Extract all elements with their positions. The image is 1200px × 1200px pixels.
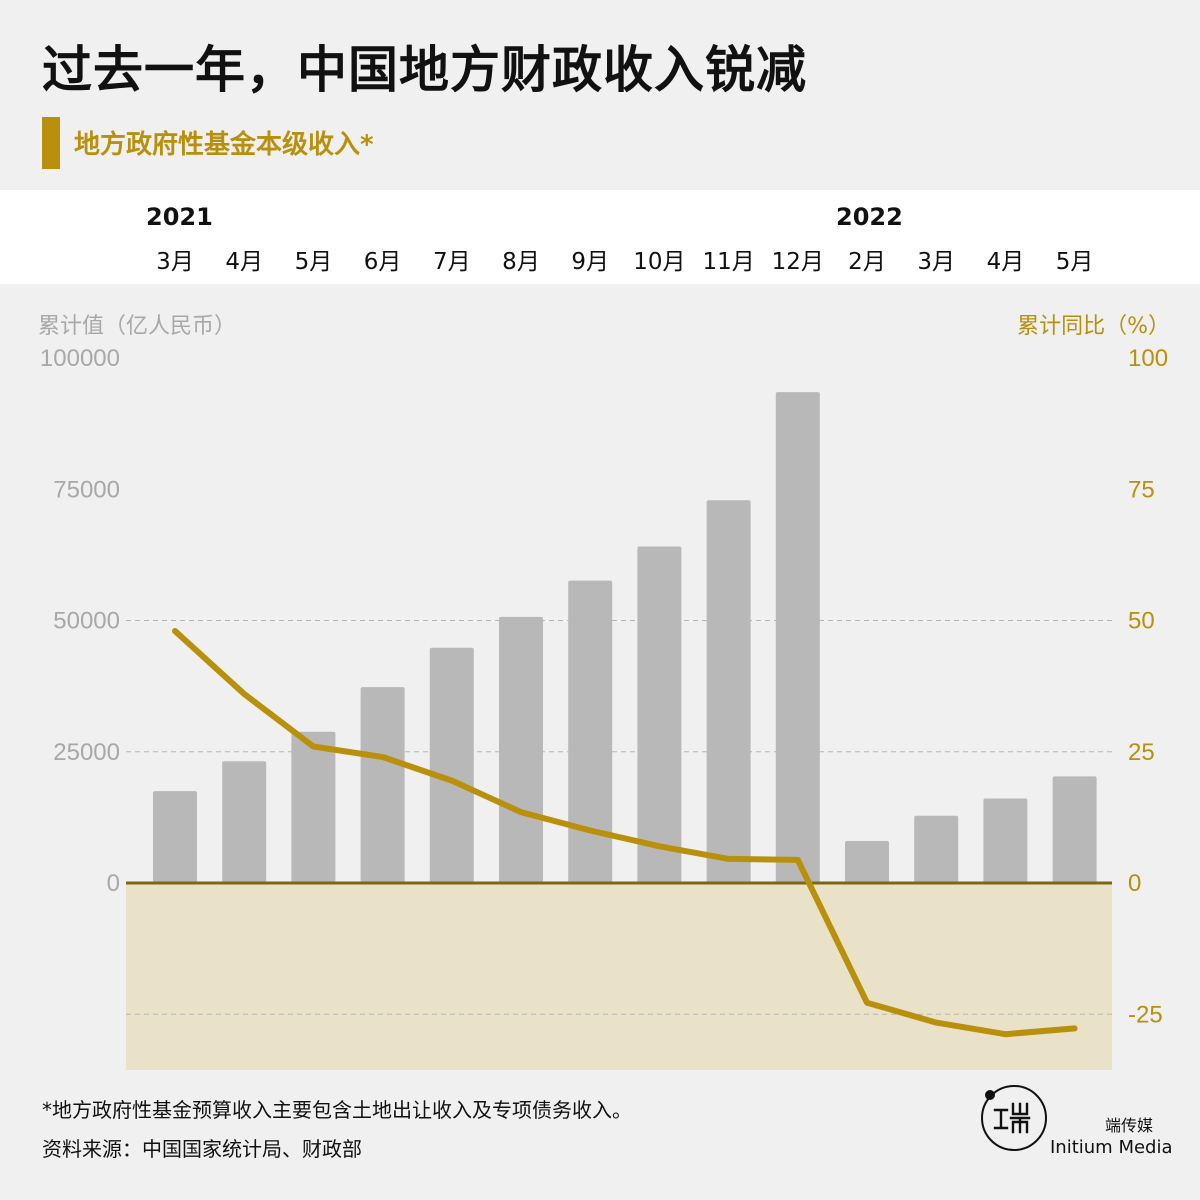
month-label: 4月 [225, 249, 264, 275]
bar-2021-11月 [706, 500, 751, 883]
month-label: 2月 [848, 249, 886, 275]
chart-subtitle: 地方政府性基金本级收入* [74, 130, 374, 160]
footnote: *地方政府性基金预算收入主要包含土地出让收入及专项债务收入。 [42, 1098, 632, 1122]
bar-2021-3月 [153, 791, 197, 883]
month-label: 4月 [986, 249, 1025, 275]
brand-name-en: Initium Media [1050, 1137, 1173, 1158]
bar-2022-2月 [845, 841, 889, 883]
month-label: 6月 [363, 249, 402, 275]
negative-region-band [126, 883, 1112, 1070]
month-label: 12月 [771, 249, 824, 275]
left-tick-label: 75000 [53, 476, 120, 503]
bar-2021-8月 [499, 616, 543, 883]
right-tick-label: 100 [1128, 345, 1168, 372]
month-label: 3月 [156, 249, 194, 275]
left-tick-label: 50000 [53, 608, 120, 635]
timeline-band [0, 190, 1200, 284]
bar-2021-12月 [775, 392, 820, 883]
right-tick-label: -25 [1128, 1001, 1163, 1028]
month-label: 8月 [502, 249, 540, 275]
right-tick-label: 0 [1128, 870, 1141, 897]
bar-2021-4月 [222, 761, 267, 883]
subtitle-accent-bar [42, 117, 60, 169]
month-label: 9月 [571, 249, 610, 275]
month-label: 11月 [702, 249, 755, 275]
right-axis-title: 累计同比（%） [1017, 314, 1170, 339]
bar-2021-10月 [637, 546, 682, 883]
bar-2021-6月 [360, 687, 405, 883]
year-label-2021: 2021 [146, 203, 213, 231]
month-label: 10月 [633, 249, 686, 275]
brand-name-cn: 端传媒 [1105, 1116, 1154, 1135]
yoy-growth-line [172, 628, 1078, 1038]
year-label-2022: 2022 [836, 203, 903, 231]
initium-logo-icon [981, 1085, 1047, 1151]
month-label: 3月 [917, 249, 956, 275]
left-axis-title: 累计值（亿人民币） [38, 314, 237, 339]
month-label: 5月 [294, 249, 333, 275]
bar-2021-7月 [429, 647, 474, 883]
source-note: 资料来源：中国国家统计局、财政部 [42, 1137, 362, 1161]
month-label: 5月 [1055, 249, 1094, 275]
right-tick-label: 75 [1128, 476, 1155, 503]
month-label: 7月 [432, 249, 471, 275]
bar-2022-4月 [983, 798, 1028, 883]
right-tick-label: 50 [1128, 608, 1155, 635]
right-tick-label: 25 [1128, 739, 1155, 766]
bar-2021-5月 [291, 731, 336, 883]
page-title: 过去一年，中国地方财政收入锐减 [42, 41, 807, 99]
left-tick-label: 0 [107, 870, 120, 897]
left-tick-label: 100000 [40, 345, 120, 372]
left-tick-label: 25000 [53, 739, 120, 766]
bar-2021-9月 [568, 580, 613, 883]
bar-2022-5月 [1052, 776, 1097, 883]
bar-2022-3月 [914, 815, 959, 883]
